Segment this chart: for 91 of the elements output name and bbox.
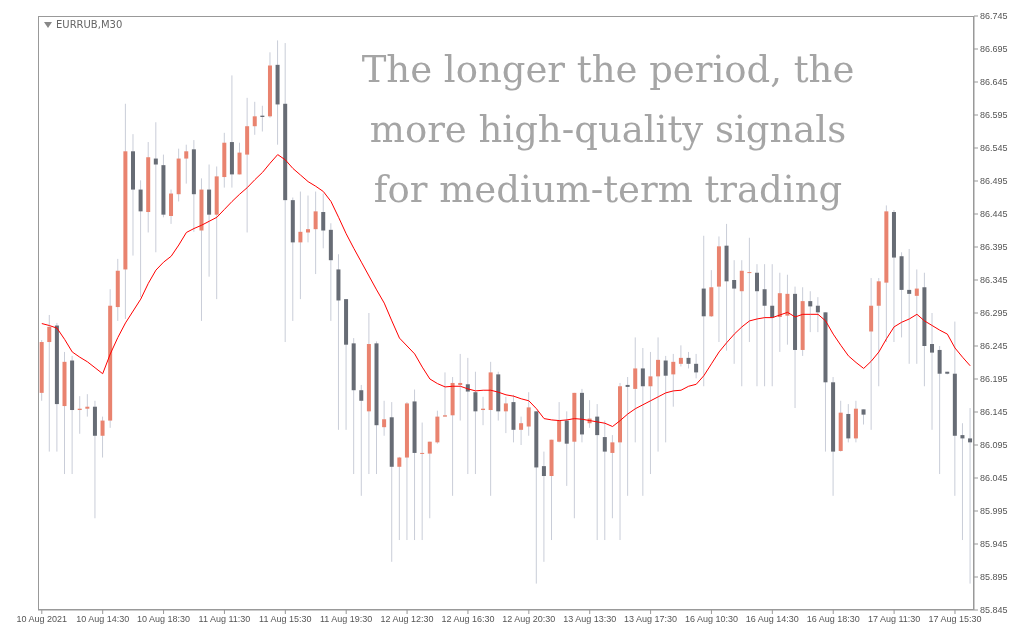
y-tick-label: 86.445: [980, 209, 1008, 220]
x-tick-label: 11 Aug 19:30: [320, 614, 373, 625]
x-tick-label: 11 Aug 11:30: [198, 614, 251, 625]
candlestick: [762, 263, 767, 387]
y-tick-label: 86.245: [980, 341, 1008, 352]
candlestick: [519, 416, 524, 446]
candlestick: [252, 101, 257, 136]
annotation: The longer the period, the more high-quality signals for medium-term trading: [360, 47, 856, 213]
candlestick: [313, 191, 318, 275]
candlestick: [907, 248, 912, 365]
candlestick: [602, 420, 607, 541]
candlestick: [648, 351, 653, 475]
chart-title: EURRUB,M30: [56, 19, 123, 30]
candlestick: [564, 410, 569, 487]
candlestick: [237, 142, 242, 175]
candlestick: [85, 393, 90, 418]
x-tick-label: 12 Aug 20:30: [502, 614, 556, 625]
candlestick: [930, 312, 935, 431]
candlestick: [503, 396, 508, 434]
candlestick: [526, 391, 531, 437]
x-tick-label: 12 Aug 12:30: [380, 614, 434, 625]
x-tick-label: 16 Aug 10:30: [684, 614, 738, 625]
y-tick-label: 86.695: [980, 44, 1008, 55]
candlestick: [473, 371, 478, 475]
candlestick: [815, 296, 820, 333]
candlestick: [184, 144, 189, 185]
candlestick: [458, 353, 463, 422]
candlestick: [420, 422, 425, 541]
y-tick-label: 86.095: [980, 440, 1008, 451]
candlestick: [678, 344, 683, 367]
y-tick-label: 86.745: [980, 11, 1008, 22]
candlestick: [754, 263, 759, 387]
candlestick: [298, 191, 303, 300]
candlestick: [739, 259, 744, 387]
candlestick: [138, 179, 143, 298]
candlestick: [747, 237, 752, 343]
candlestick: [785, 274, 790, 346]
y-tick-label: 86.395: [980, 242, 1008, 253]
candlestick: [382, 400, 387, 437]
candlestick: [671, 353, 676, 408]
candlestick: [640, 347, 645, 497]
candlestick: [321, 193, 326, 249]
candlestick: [808, 290, 813, 333]
y-tick-label: 86.295: [980, 308, 1008, 319]
candlestick: [465, 357, 470, 475]
candlestick: [777, 272, 782, 353]
candlestick: [633, 336, 638, 443]
y-tick-label: 86.345: [980, 275, 1008, 286]
candlestick: [169, 189, 174, 225]
candlestick: [541, 451, 546, 563]
x-tick-label: 10 Aug 2021: [16, 614, 68, 625]
candlestick: [694, 353, 699, 379]
candlestick: [656, 336, 661, 453]
candlestick: [153, 121, 158, 253]
x-tick-label: 17 Aug 11:30: [867, 614, 921, 625]
candlestick: [663, 355, 668, 443]
candlestick: [442, 371, 447, 418]
y-tick-label: 86.195: [980, 374, 1008, 385]
y-tick-label: 85.845: [980, 605, 1008, 616]
candlestick: [47, 314, 52, 453]
candlestick: [914, 268, 919, 365]
y-tick-label: 86.045: [980, 473, 1008, 484]
candlestick: [732, 259, 737, 365]
candlestick: [557, 401, 562, 443]
x-tick-label: 13 Aug 13:30: [563, 614, 617, 625]
y-tick-label: 85.945: [980, 539, 1008, 550]
candlestick: [610, 434, 615, 519]
candlestick: [100, 416, 105, 459]
x-tick-label: 12 Aug 16:30: [441, 614, 495, 625]
y-tick-label: 86.495: [980, 176, 1008, 187]
candlestick: [359, 384, 364, 497]
y-tick-label: 86.645: [980, 77, 1008, 88]
y-tick-label: 85.995: [980, 506, 1008, 517]
candlestick: [397, 456, 402, 541]
y-tick-label: 85.895: [980, 572, 1008, 583]
y-tick-label: 86.145: [980, 407, 1008, 418]
x-tick-label: 10 Aug 18:30: [137, 614, 191, 625]
y-tick-label: 86.595: [980, 110, 1008, 121]
candlestick: [427, 441, 432, 519]
x-tick-label: 11 Aug 15:30: [259, 614, 312, 625]
candlestick: [306, 195, 311, 243]
x-tick-label: 16 Aug 18:30: [806, 614, 860, 625]
x-tick-label: 13 Aug 17:30: [624, 614, 678, 625]
candlestick: [937, 345, 942, 475]
candlestick: [960, 422, 965, 541]
y-tick-label: 86.545: [980, 143, 1008, 154]
candlestick: [625, 376, 630, 497]
candlestick: [770, 263, 775, 387]
x-tick-label: 17 Aug 15:30: [928, 614, 982, 625]
x-tick-label: 10 Aug 14:30: [76, 614, 130, 625]
x-tick-label: 16 Aug 14:30: [745, 614, 799, 625]
